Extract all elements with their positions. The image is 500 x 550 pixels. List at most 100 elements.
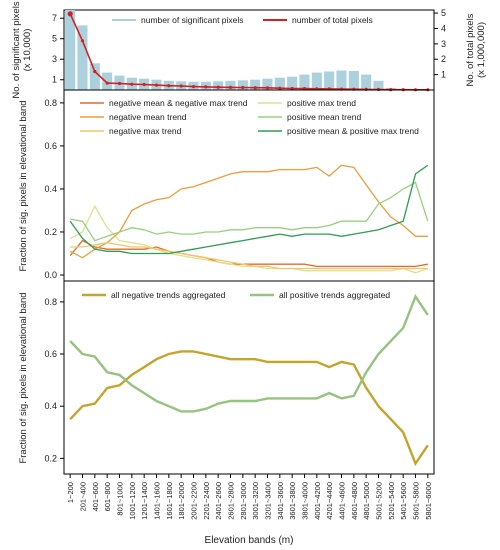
x-tick-label: 4001~4200 bbox=[313, 482, 322, 520]
significant-pixels-bar bbox=[373, 80, 384, 90]
x-tick-label: 3801~4000 bbox=[301, 482, 310, 520]
x-tick-label: 1~200 bbox=[66, 482, 75, 503]
panel-pixel-counts: 1 3 5 7 1 2 3 4 5 No. of significant pixels(x 10,… bbox=[11, 1, 487, 98]
left-tick-label: 3 bbox=[52, 54, 57, 64]
y-axis-title: Fraction of sig. pixels in elevational b… bbox=[18, 100, 29, 271]
significant-pixels-bar bbox=[225, 80, 236, 90]
significant-pixels-bar bbox=[324, 71, 335, 90]
significant-pixels-bar bbox=[274, 77, 285, 90]
x-tick-label: 2601~2800 bbox=[227, 482, 236, 520]
total-pixels-point bbox=[216, 85, 220, 89]
total-pixels-point bbox=[228, 85, 233, 89]
x-tick-label: 801~1000 bbox=[116, 482, 125, 516]
y-tick-label: 0.2 bbox=[44, 453, 57, 463]
legend-label: all negative trends aggregated bbox=[111, 290, 226, 300]
x-tick-label: 5401~5600 bbox=[399, 482, 408, 520]
y-tick-label: 0.6 bbox=[44, 141, 57, 151]
y-axis-title-left: No. of significant pixels(x 10,000) bbox=[11, 1, 33, 98]
y-tick-label: 0.2 bbox=[44, 227, 57, 237]
legend-label: number of total pixels bbox=[292, 15, 373, 25]
significant-pixels-bar bbox=[77, 25, 88, 90]
y-tick-label: 0.6 bbox=[44, 349, 57, 359]
x-tick-label: 4401~4600 bbox=[338, 482, 347, 520]
y-tick-label: 0.8 bbox=[44, 297, 57, 307]
legend-label: number of significant pixels bbox=[141, 15, 244, 25]
x-tick-label: 401~600 bbox=[91, 482, 100, 511]
x-tick-label: 4201~4400 bbox=[325, 482, 334, 520]
significant-pixels-bar bbox=[89, 63, 100, 90]
significant-pixels-bar bbox=[250, 79, 261, 90]
x-tick-label: 1801~2000 bbox=[177, 482, 186, 520]
y-axis-title: Fraction of sig. pixels in elevational b… bbox=[18, 292, 29, 463]
x-tick-label: 5001~5200 bbox=[375, 482, 384, 520]
total-pixels-point bbox=[265, 86, 270, 90]
trend-series-line bbox=[70, 242, 428, 270]
legend-label: all positive trends aggregated bbox=[279, 290, 390, 300]
total-pixels-point bbox=[154, 83, 159, 87]
total-pixels-point bbox=[364, 87, 368, 91]
significant-pixels-bar bbox=[336, 70, 347, 90]
total-pixels-point bbox=[130, 82, 134, 86]
legend-label: negative mean trend bbox=[109, 112, 187, 122]
total-pixels-point bbox=[80, 39, 85, 43]
legend-label: positive mean trend bbox=[287, 112, 361, 122]
x-tick-label: 2401~2600 bbox=[214, 482, 223, 520]
legend-label: negative mean & negative max trend bbox=[109, 98, 248, 108]
x-tick-label: 1001~1200 bbox=[128, 482, 137, 520]
trend-series-line bbox=[69, 164, 428, 259]
x-tick-label: 3601~3800 bbox=[288, 482, 297, 520]
x-tick-label: 5201~5400 bbox=[387, 482, 396, 520]
total-pixels-point bbox=[142, 82, 146, 87]
legend-label: positive max trend bbox=[287, 98, 356, 108]
total-pixels-line bbox=[69, 13, 428, 91]
total-pixels-point bbox=[167, 84, 171, 88]
x-tick-label: 1601~1800 bbox=[165, 482, 174, 520]
x-tick-label: 1401~1600 bbox=[153, 482, 162, 520]
legend-label: negative max trend bbox=[109, 126, 182, 136]
x-tick-label: 5601~5800 bbox=[412, 482, 421, 520]
right-tick-label: 4 bbox=[441, 23, 446, 33]
x-tick-label: 2201~2400 bbox=[202, 482, 211, 520]
significant-pixels-bar bbox=[237, 80, 248, 90]
total-pixels-point bbox=[67, 11, 73, 17]
x-tick-label: 201~400 bbox=[79, 482, 88, 511]
x-tick-label: 3201~3400 bbox=[264, 482, 273, 520]
left-tick-label: 7 bbox=[52, 13, 57, 23]
right-tick-label: 2 bbox=[441, 54, 446, 64]
significant-pixels-bar bbox=[299, 74, 310, 90]
x-axis: 1~200 201~400 401~600 601~800 801~1000 1001~1… bbox=[66, 474, 433, 546]
y-axis-title-right: No. of total pixels(x 1,000,000) bbox=[465, 13, 487, 86]
total-pixels-point bbox=[204, 85, 208, 89]
left-tick-label: 5 bbox=[52, 34, 57, 44]
x-tick-label: 4801~5000 bbox=[362, 482, 371, 520]
total-pixels-point bbox=[105, 81, 109, 85]
significant-pixels-bar bbox=[102, 72, 113, 90]
significant-pixels-bar bbox=[361, 74, 372, 90]
right-tick-label: 5 bbox=[441, 8, 446, 18]
total-pixels-point bbox=[253, 86, 257, 90]
y-tick-label: 0.8 bbox=[44, 98, 57, 108]
trend-series-line bbox=[70, 181, 429, 242]
significant-pixels-bar bbox=[348, 71, 359, 90]
x-tick-label: 3001~3200 bbox=[251, 482, 260, 520]
y-tick-label: 0.4 bbox=[44, 184, 57, 194]
x-tick-label: 3401~3600 bbox=[276, 482, 285, 520]
aggregated-series-line bbox=[69, 350, 429, 467]
x-tick-label: 1201~1400 bbox=[140, 482, 149, 520]
legend-label: positive mean & positive max trend bbox=[287, 126, 419, 136]
x-tick-label: 2801~3000 bbox=[239, 482, 248, 520]
total-pixels-point bbox=[290, 86, 294, 91]
x-tick-label: 4601~4800 bbox=[350, 482, 359, 520]
panel-frame bbox=[63, 280, 435, 475]
total-pixels-point bbox=[278, 86, 282, 90]
significant-pixels-bar bbox=[65, 10, 76, 90]
left-tick-label: 1 bbox=[52, 75, 57, 85]
y-tick-label: 0.4 bbox=[44, 401, 57, 411]
total-pixels-point bbox=[241, 85, 245, 90]
x-tick-label: 2001~2200 bbox=[190, 482, 199, 520]
y-tick-label: 0.0 bbox=[44, 270, 57, 280]
right-tick-label: 3 bbox=[441, 39, 446, 49]
panel-aggregated-trends: 0.2 0.4 0.6 0.8 all negative trends aggregat… bbox=[18, 280, 435, 475]
significant-pixels-bar bbox=[287, 76, 298, 90]
